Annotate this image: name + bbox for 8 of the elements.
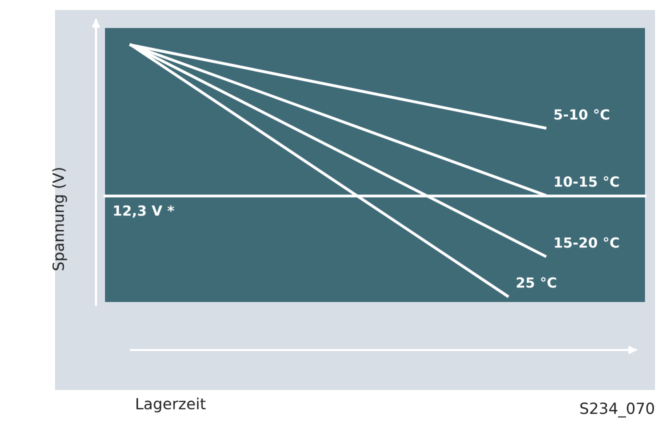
ref-line-label: 12,3 V * bbox=[114, 205, 174, 218]
x-axis-title: Lagerzeit bbox=[136, 398, 206, 412]
series-label: 10-15 °C bbox=[554, 176, 619, 187]
series-label: 5-10 °C bbox=[554, 109, 610, 120]
y-axis-title: Spannung (V) bbox=[52, 168, 67, 270]
text: S234_070 bbox=[580, 402, 654, 418]
series-label: 25 °C bbox=[516, 277, 556, 288]
series-label: 15-20 °C bbox=[554, 237, 619, 248]
